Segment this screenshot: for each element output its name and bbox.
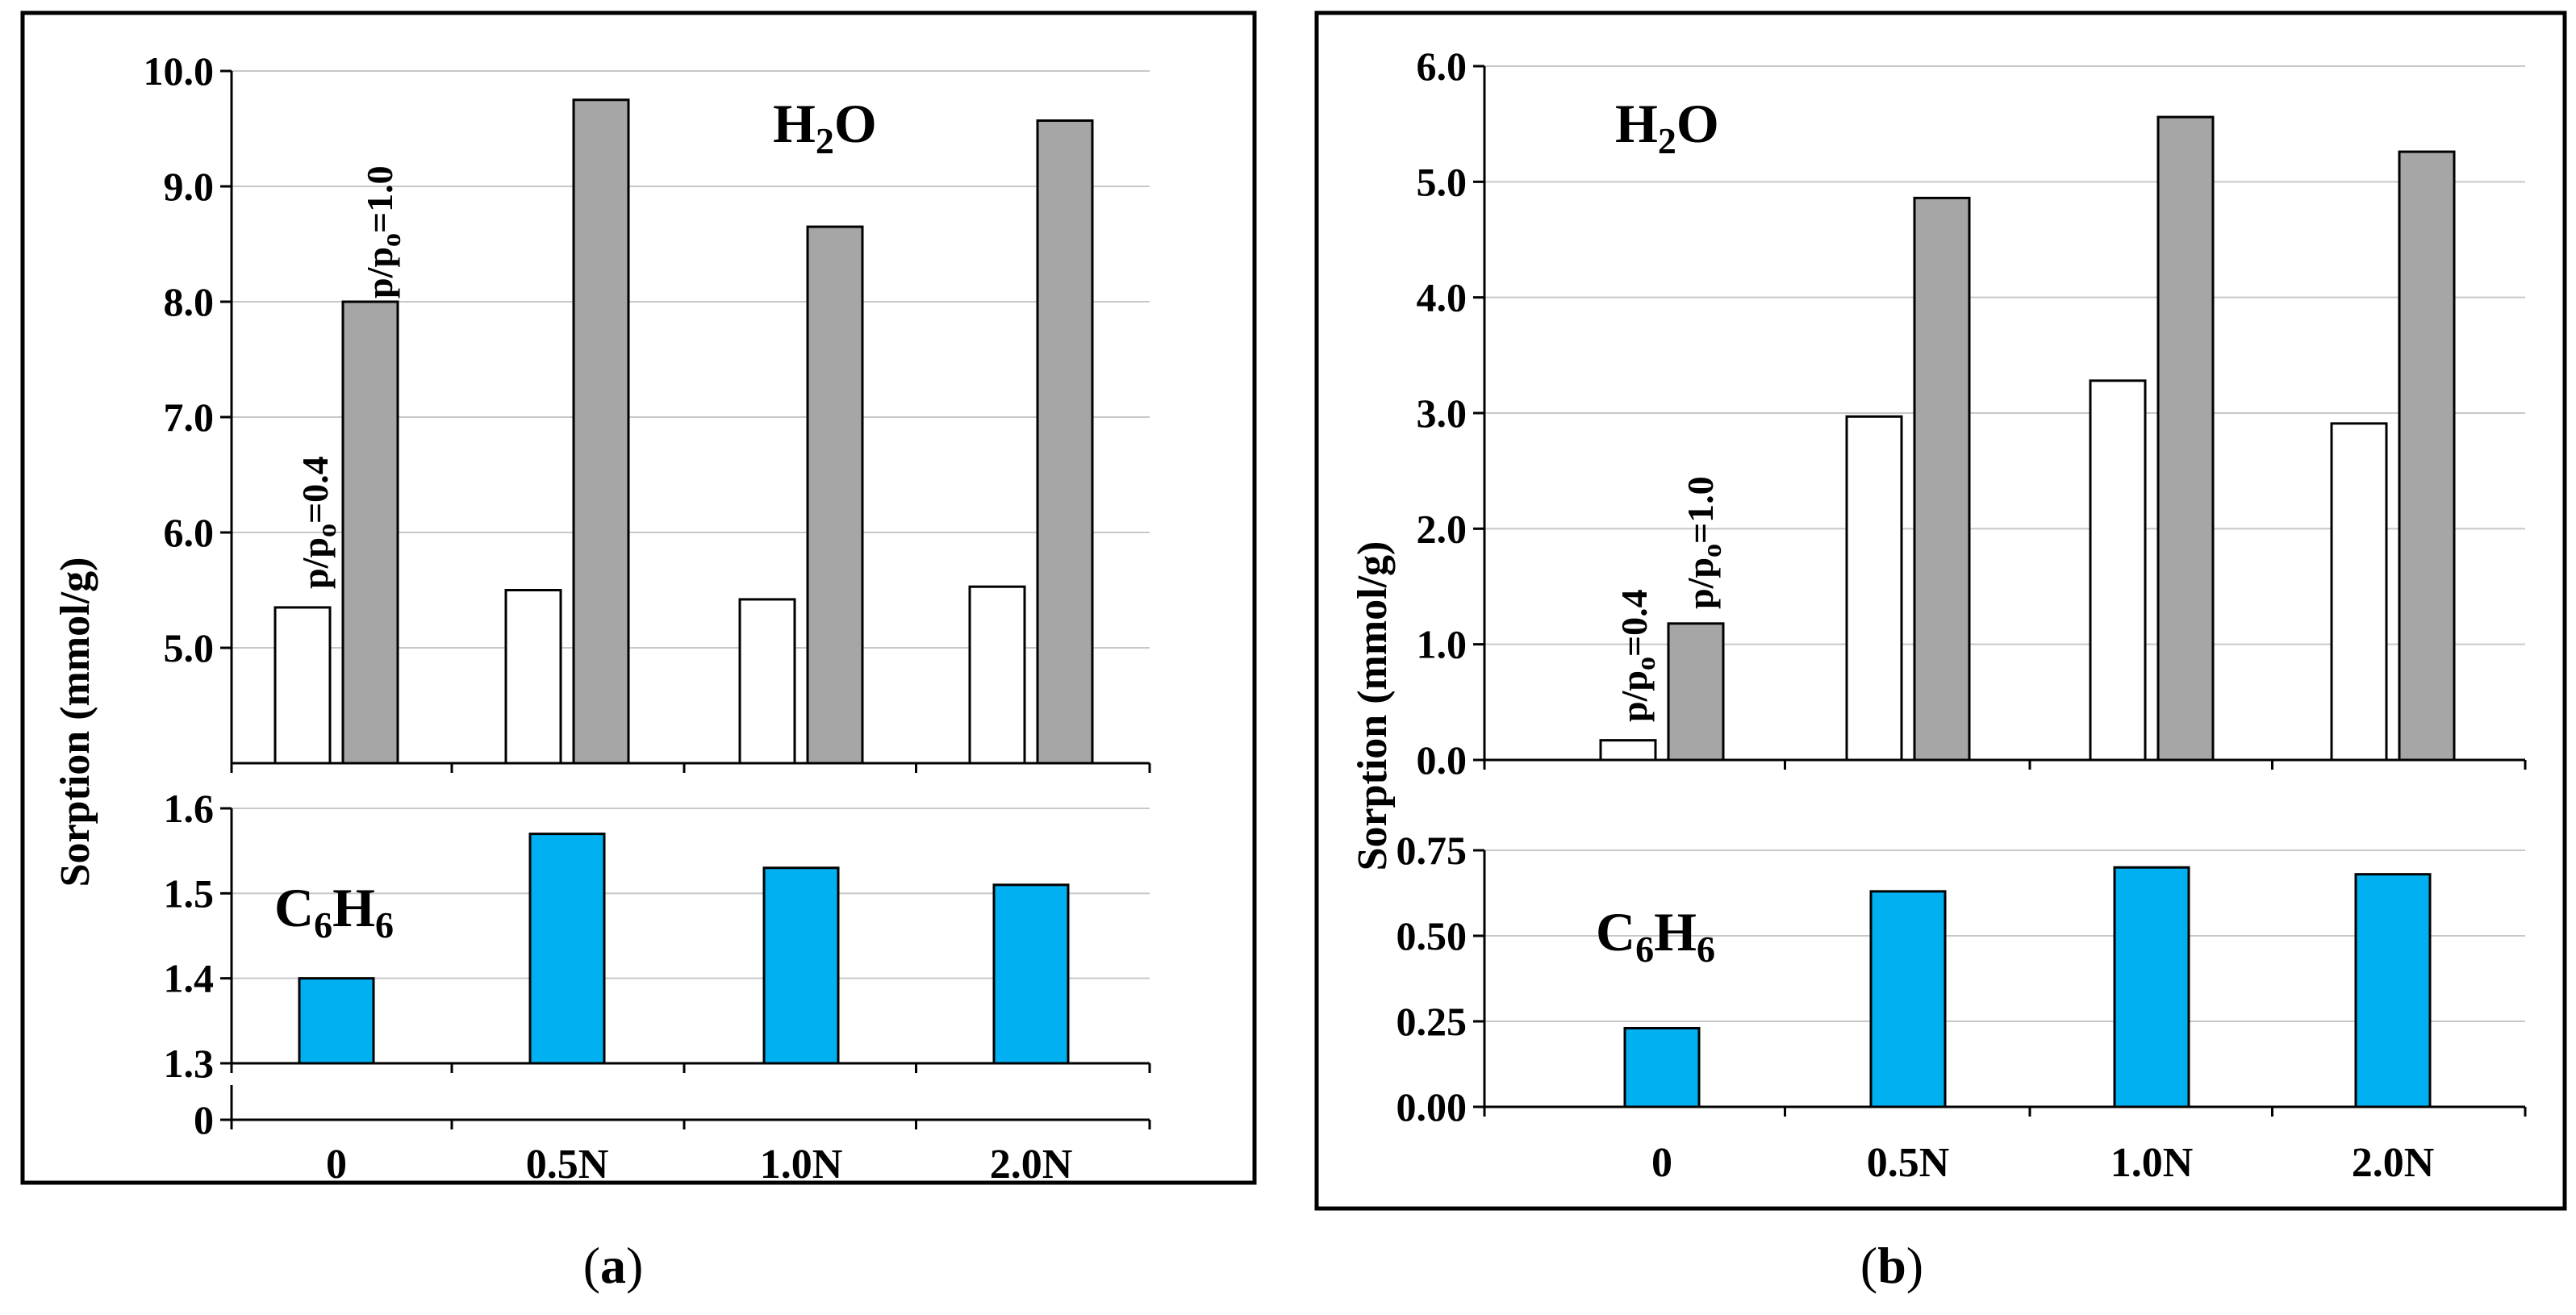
panel-a-upper-y-tick-label: 9.0 (164, 164, 215, 209)
panel-a-x-tick-label: 0 (326, 1142, 347, 1188)
panel-a-lower-y-tick-label: 1.4 (164, 956, 215, 1001)
panel-a-c6h6-label: C6H6 (274, 877, 394, 946)
panel-b-upper-bar (2330, 422, 2388, 762)
panel-a-lower-bar (762, 866, 840, 1065)
panel-a-x-tick-label: 0.5N (526, 1142, 609, 1188)
panel-a-y-axis-label: Sorption (mmol/g) (52, 557, 98, 887)
panel-a-lower-bar (528, 833, 606, 1065)
panel-b-upper-bar (2156, 115, 2215, 762)
panel-b-upper-y-tick-label: 1.0 (1417, 622, 1468, 667)
panel-b-lower-y-tick-label: 0.25 (1397, 999, 1468, 1044)
panel-a-upper-bar (273, 606, 332, 765)
panel-a-frame (20, 10, 1257, 1185)
panel-a-lower-bar (992, 883, 1070, 1065)
panel-a-lower-y-tick-label: 1.5 (164, 870, 215, 916)
panel-b-pressure-annotation: p/po=1.0 (1680, 476, 1727, 609)
panel-a-upper-y-tick-label: 7.0 (164, 394, 215, 440)
panel-b-frame (1314, 10, 2567, 1211)
panel-a-x-tick-label: 2.0N (990, 1142, 1073, 1188)
panel-b: Sorption (mmol/g) 0.0 1.0 2.0 3.0 4.0 5.0 6.0 0.… (1314, 10, 2567, 1294)
panel-a: Sorption (mmol/g) 5.0 6.0 7.0 8.0 9.0 10.0 1.3 1… (20, 10, 1257, 1294)
panel-a-caption: (a) (583, 1237, 644, 1294)
panel-b-x-tick-label: 0 (1651, 1140, 1672, 1186)
panel-a-upper-bar (738, 598, 796, 765)
panel-b-upper-bar (1913, 196, 1971, 762)
panel-a-h2o-label: H2O (773, 93, 877, 161)
panel-b-c6h6-label: C6H6 (1596, 901, 1715, 970)
panel-b-lower-y-tick-label: 0.75 (1397, 828, 1468, 873)
panel-b-lower-bar (2354, 873, 2432, 1108)
panel-b-x-tick-label: 0.5N (1867, 1140, 1950, 1186)
panel-a-upper-y-tick-label: 10.0 (144, 48, 215, 94)
panel-b-lower-y-tick-label: 0.50 (1397, 913, 1468, 958)
panel-a-upper-bar (968, 585, 1026, 765)
panel-a-pressure-annotation: p/po=0.4 (294, 456, 342, 589)
panel-a-upper-y-tick-label: 6.0 (164, 510, 215, 555)
panel-b-caption: (b) (1860, 1237, 1923, 1294)
panel-b-upper-y-tick-label: 6.0 (1417, 44, 1468, 89)
panel-b-lower-bar (1869, 890, 1947, 1108)
panel-b-lower-y-tick-label: 0.00 (1397, 1084, 1468, 1129)
panel-b-h2o-label: H2O (1615, 93, 1719, 161)
panel-a-upper-bar (341, 300, 399, 765)
panel-b-x-tick-label: 1.0N (2110, 1140, 2194, 1186)
panel-b-upper-y-tick-label: 2.0 (1417, 506, 1468, 551)
panel-a-upper-y-tick-label: 8.0 (164, 279, 215, 324)
panel-b-upper-y-tick-label: 3.0 (1417, 390, 1468, 436)
panel-a-lower-bar (298, 977, 375, 1065)
panel-a-lower-y-tick-label: 1.6 (164, 786, 215, 831)
panel-b-upper-y-tick-label: 5.0 (1417, 159, 1468, 204)
panel-b-y-axis-label: Sorption (mmol/g) (1350, 541, 1396, 871)
panel-b-lower-bar (1623, 1026, 1701, 1108)
panel-b-lower-bar (2113, 866, 2190, 1108)
panel-b-upper-bar (1599, 739, 1657, 762)
panel-b-upper-bar (2398, 150, 2456, 762)
panel-b-upper-bar (2089, 379, 2147, 762)
panel-a-upper-bar (504, 589, 562, 765)
panel-a-upper-y-tick-label: 5.0 (164, 625, 215, 670)
panel-b-upper-bar (1667, 622, 1725, 762)
panel-a-upper-bar (572, 98, 630, 765)
panel-b-upper-y-tick-label: 0.0 (1417, 737, 1468, 783)
panel-a-upper-bar (1036, 119, 1094, 765)
panel-b-upper-bar (1845, 415, 1903, 762)
panel-a-pressure-annotation: p/po=1.0 (359, 165, 407, 298)
panel-b-x-tick-label: 2.0N (2352, 1140, 2435, 1186)
panel-b-pressure-annotation: p/po=0.4 (1614, 589, 1661, 722)
panel-a-lower-y-tick-label: 1.3 (164, 1041, 215, 1086)
panel-a-x-tick-label: 1.0N (760, 1142, 843, 1188)
panel-a-zero-tick-label: 0 (194, 1097, 214, 1142)
panel-b-upper-y-tick-label: 4.0 (1417, 275, 1468, 320)
panel-a-upper-bar (806, 225, 864, 765)
